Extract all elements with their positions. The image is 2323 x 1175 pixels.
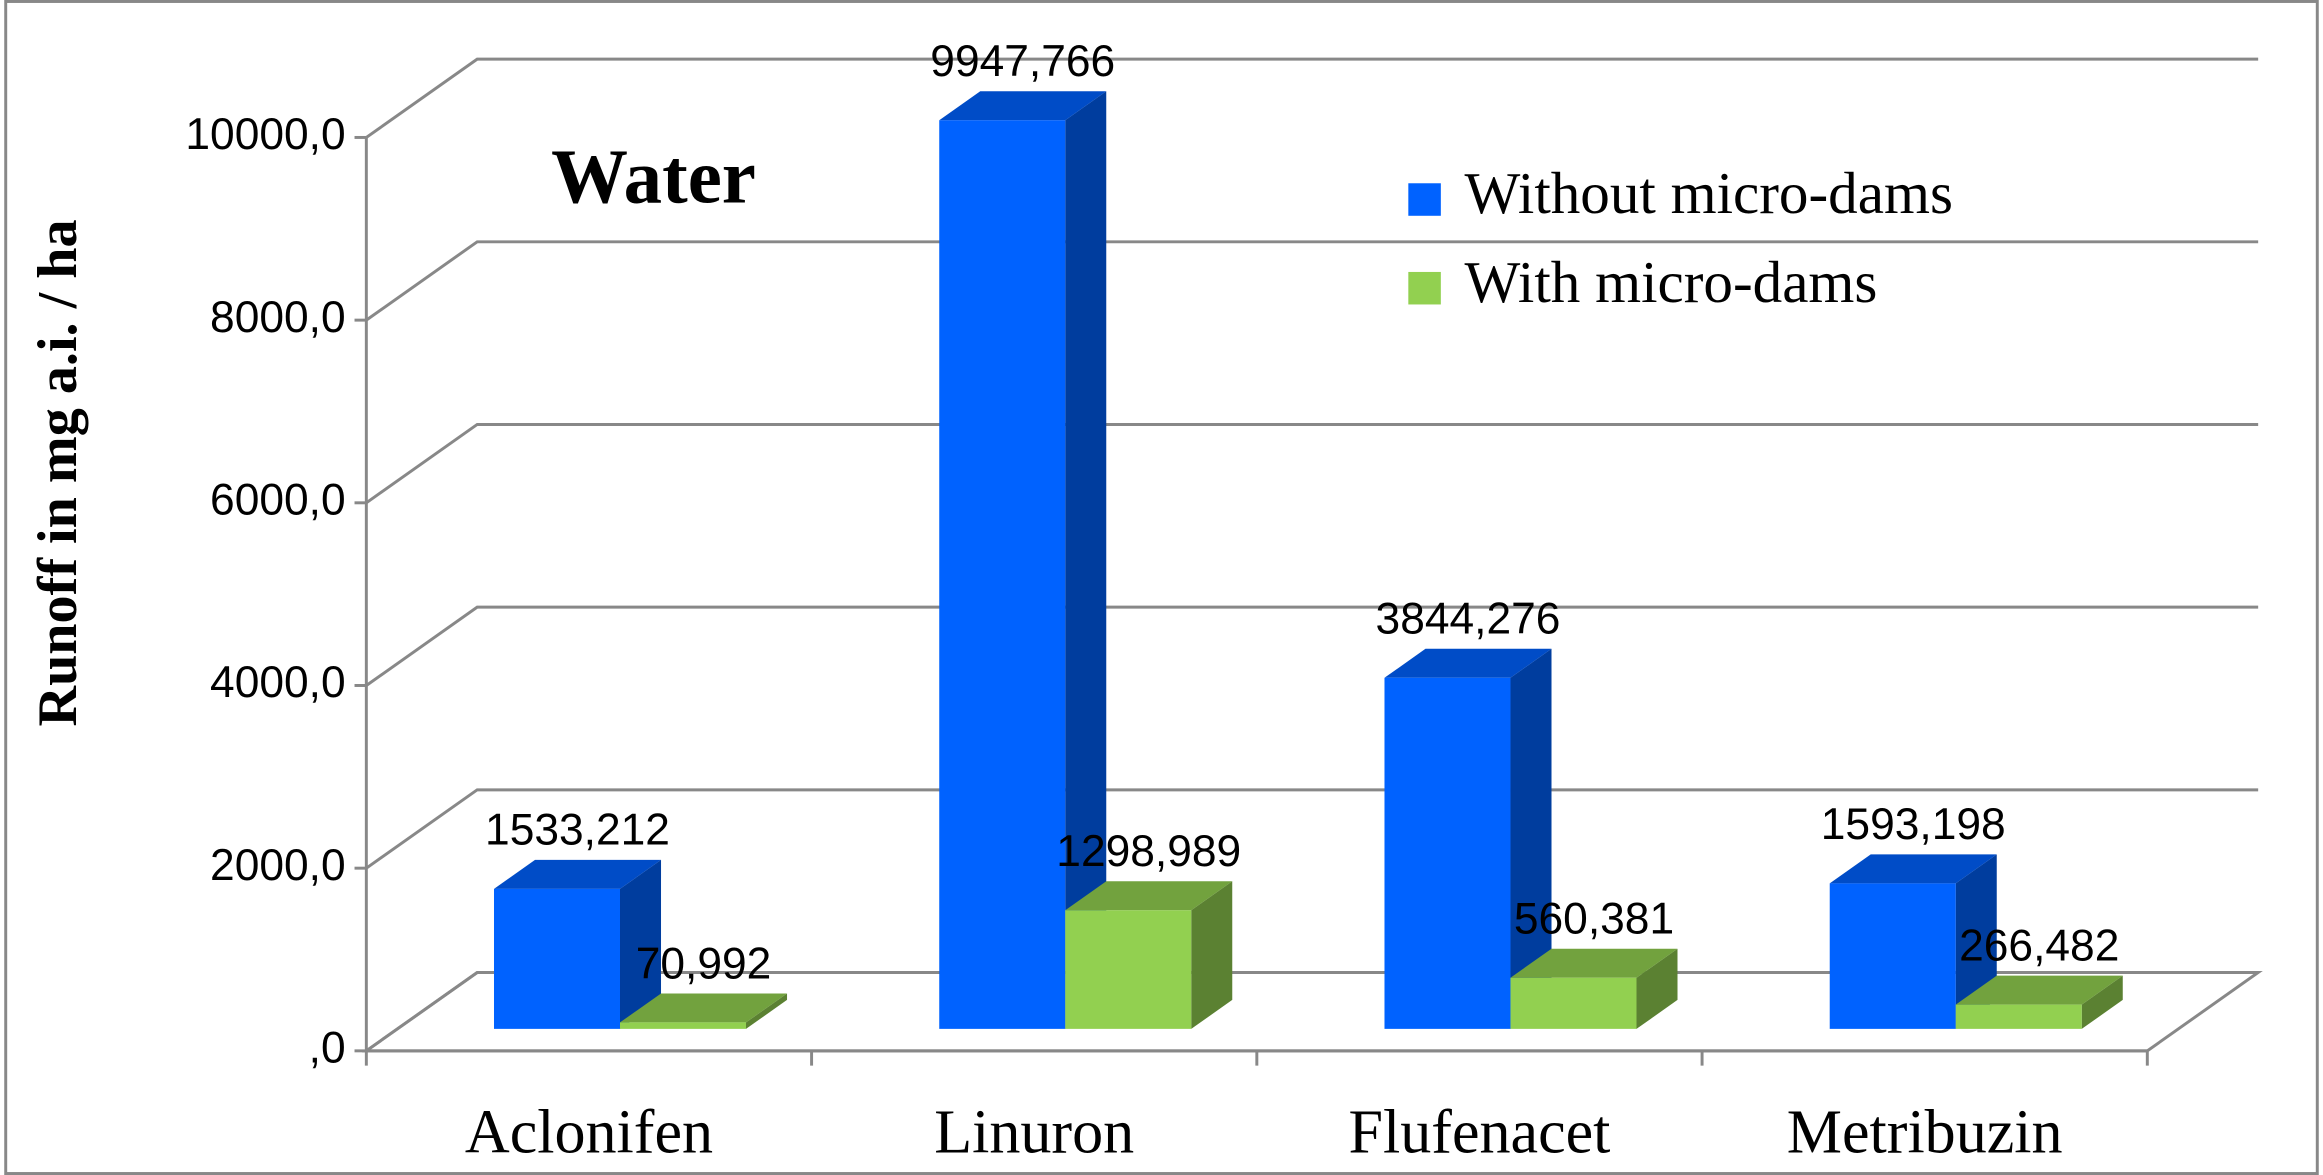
legend-swatch <box>1408 271 1441 305</box>
bar-top <box>1510 948 1678 978</box>
bar-front <box>620 1022 747 1029</box>
value-label: 1593,198 <box>1821 800 2006 849</box>
value-label: 266,482 <box>1959 921 2119 970</box>
bar <box>1065 881 1233 1029</box>
grid-line <box>365 788 2259 870</box>
y-axis-title: Runoff in mg a.i. / ha <box>27 219 89 726</box>
grid-line <box>365 423 2259 505</box>
bar <box>620 993 788 1029</box>
bar <box>1510 948 1678 1029</box>
value-label: 1298,989 <box>1056 827 1241 876</box>
bar-side <box>2081 975 2123 1029</box>
annotation: Water <box>551 134 756 219</box>
y-tick-label: 8000,0 <box>210 293 346 342</box>
value-label: 1533,212 <box>485 806 670 855</box>
grid-line <box>365 605 2259 687</box>
bar-side <box>1191 881 1233 1029</box>
value-label: 3844,276 <box>1376 595 1561 644</box>
bar-top <box>493 859 662 889</box>
legend-swatch <box>1408 183 1441 216</box>
frame <box>4 0 2319 1175</box>
legend-label: Without micro-dams <box>1464 160 1952 226</box>
value-label: 560,381 <box>1514 895 1674 944</box>
bar-top <box>620 993 788 1023</box>
bar-front <box>1829 883 1956 1029</box>
bar-top <box>1955 975 2123 1005</box>
bar-side <box>1636 948 1678 1029</box>
bar-top <box>1384 648 1552 678</box>
x-tick-label: Flufenacet <box>1348 1098 1610 1166</box>
bar-top <box>939 91 1107 121</box>
y-tick-label: 10000,0 <box>185 110 345 159</box>
bar <box>1384 648 1552 1029</box>
value-label: 9947,766 <box>930 37 1115 86</box>
bar-front <box>1955 1004 2082 1029</box>
bar-front <box>939 120 1066 1029</box>
bar-side <box>1510 648 1552 1029</box>
y-tick-label: 4000,0 <box>210 658 346 707</box>
grid-line <box>365 57 2259 139</box>
y-tick-label: 6000,0 <box>210 476 346 525</box>
bar-side <box>620 859 662 1029</box>
value-label: 70,992 <box>636 939 772 988</box>
bar <box>493 859 662 1029</box>
legend-label: With micro-dams <box>1464 249 1877 315</box>
bar-front <box>1065 910 1192 1029</box>
x-tick-label: Linuron <box>934 1098 1134 1166</box>
y-tick-label: 2000,0 <box>210 841 346 890</box>
bar-front <box>493 888 621 1029</box>
bar <box>939 91 1107 1029</box>
bar-top <box>1065 881 1233 911</box>
bar <box>1955 975 2123 1029</box>
bar-front <box>1384 677 1511 1029</box>
bar-front <box>1510 977 1637 1029</box>
y-tick-label: ,0 <box>309 1024 346 1073</box>
x-tick-label: Metribuzin <box>1787 1098 2063 1166</box>
grid-line <box>365 240 2259 322</box>
bar-side <box>1065 91 1107 1029</box>
bar-top <box>1829 854 1997 884</box>
x-tick-label: Aclonifen <box>465 1098 713 1166</box>
bar-side <box>746 993 788 1029</box>
